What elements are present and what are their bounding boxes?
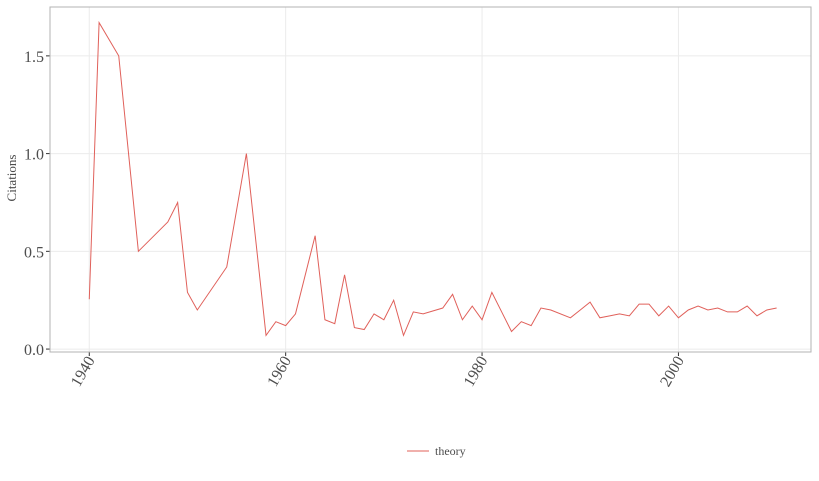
x-tick-label: 1960 xyxy=(264,354,295,390)
plot-border xyxy=(49,6,812,353)
y-tick-label: 0.5 xyxy=(24,244,44,261)
x-tick-label: 1940 xyxy=(68,354,99,390)
x-tick-label: 2000 xyxy=(657,354,688,390)
y-axis-label: Citations xyxy=(4,155,19,202)
data-line xyxy=(88,20,777,337)
legend-label: theory xyxy=(435,444,466,458)
y-tick-label: 0.0 xyxy=(24,342,44,359)
y-tick-label: 1.5 xyxy=(24,49,44,66)
y-tick-label: 1.0 xyxy=(24,147,44,164)
x-tick-label: 1980 xyxy=(461,354,492,390)
